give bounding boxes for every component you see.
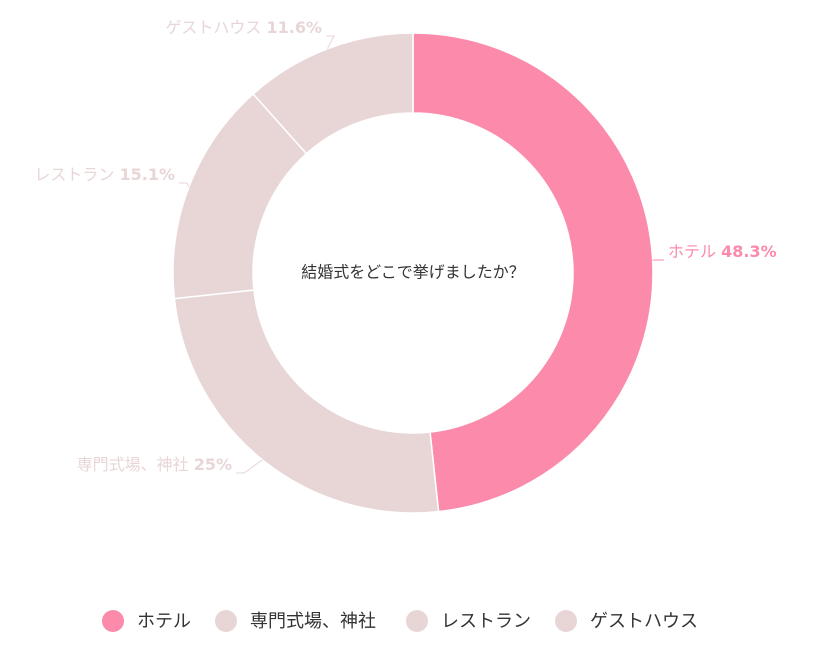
legend-marker (555, 610, 577, 632)
label-name: レストラン (34, 165, 114, 184)
leader-line (179, 182, 190, 187)
legend-marker (102, 610, 124, 632)
label-value: 48.3% (721, 242, 777, 261)
slice-label: ホテル 48.3% (668, 242, 777, 261)
legend-label: ホテル (137, 611, 191, 632)
legend-label: 専門式場、神社 (250, 611, 376, 632)
slice (173, 289, 440, 514)
leader-line (236, 459, 263, 474)
slice-label: ゲストハウス 11.6% (165, 18, 322, 37)
slice (252, 32, 414, 155)
chart-title: 結婚式をどこで挙げましたか？ (301, 263, 525, 282)
label-value: 25% (194, 455, 232, 474)
legend-marker (406, 610, 428, 632)
slice (412, 32, 654, 513)
slice-label: レストラン 15.1% (34, 165, 175, 184)
legend-label: レストラン (441, 611, 531, 632)
label-value: 11.6% (266, 18, 322, 37)
label-value: 15.1% (119, 165, 175, 184)
legend-marker (215, 610, 237, 632)
label-name: 専門式場、神社 (77, 455, 189, 474)
leader-line (326, 35, 335, 49)
legend-label: ゲストハウス (590, 611, 698, 632)
label-name: ホテル (668, 242, 716, 261)
label-name: ゲストハウス (165, 18, 261, 37)
slice-label: 専門式場、神社 25% (77, 455, 232, 474)
